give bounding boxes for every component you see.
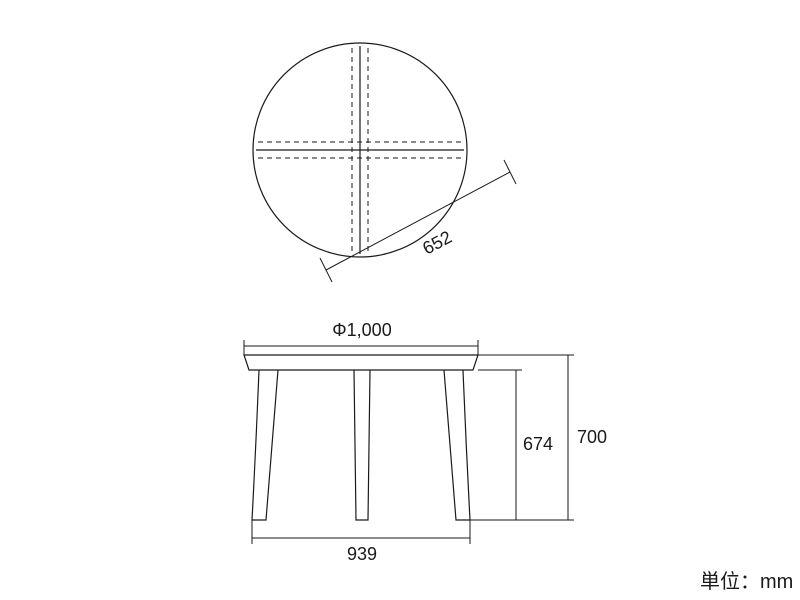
dim-674-label: 674 (523, 434, 553, 454)
dimension-939: 939 (252, 520, 470, 564)
dim-939-label: 939 (347, 544, 377, 564)
unit-label: 単位：mm (700, 570, 793, 593)
dim-1000-label: Φ1,000 (332, 320, 391, 340)
technical-drawing: 652 Φ1,000 939 674 700 単位 (0, 0, 800, 600)
dim-652-label: 652 (419, 227, 455, 259)
dimension-652: 652 (320, 160, 516, 282)
dimension-diameter-1000: Φ1,000 (244, 320, 478, 355)
side-view (244, 355, 478, 520)
dim-700-label: 700 (577, 427, 607, 447)
dimension-674: 674 (470, 370, 553, 520)
